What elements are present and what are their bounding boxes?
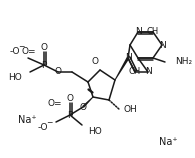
Text: O: O bbox=[41, 43, 48, 52]
Text: N: N bbox=[135, 27, 141, 36]
Polygon shape bbox=[115, 57, 129, 80]
Text: Na⁺: Na⁺ bbox=[159, 137, 177, 147]
Text: Na⁺: Na⁺ bbox=[18, 115, 37, 125]
Text: -O: -O bbox=[10, 48, 20, 57]
Text: CH: CH bbox=[129, 67, 141, 76]
Text: N: N bbox=[159, 40, 165, 49]
Text: N: N bbox=[145, 67, 151, 76]
Polygon shape bbox=[82, 97, 93, 108]
Text: P: P bbox=[67, 110, 73, 119]
Text: CH: CH bbox=[147, 27, 159, 36]
Text: -O: -O bbox=[37, 124, 48, 133]
Text: O: O bbox=[54, 67, 61, 76]
Text: O=: O= bbox=[48, 98, 62, 107]
Text: NH₂: NH₂ bbox=[175, 58, 192, 67]
Text: O: O bbox=[66, 94, 74, 103]
Text: HO: HO bbox=[88, 128, 102, 137]
Text: O=: O= bbox=[21, 48, 36, 57]
Text: OH: OH bbox=[124, 106, 138, 115]
Text: HO: HO bbox=[8, 73, 22, 82]
Text: P: P bbox=[41, 61, 47, 70]
Text: −: − bbox=[18, 43, 24, 52]
Text: N: N bbox=[125, 54, 131, 63]
Text: O: O bbox=[91, 58, 98, 67]
Text: −: − bbox=[46, 118, 52, 128]
Text: O: O bbox=[80, 103, 87, 112]
